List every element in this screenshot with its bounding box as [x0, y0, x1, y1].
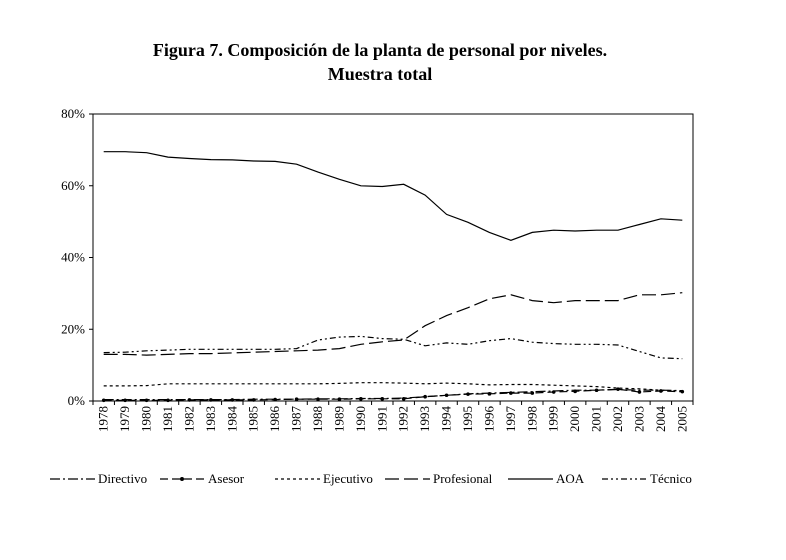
- series-point-asesor: [573, 389, 577, 394]
- series-point-asesor: [551, 390, 556, 394]
- y-tick-label: 0%: [68, 393, 86, 408]
- legend-label-aoa: AOA: [556, 471, 585, 486]
- y-tick-label: 20%: [61, 321, 85, 336]
- legend-label-ejecutivo: Ejecutivo: [323, 471, 373, 486]
- x-tick-label: 2004: [653, 406, 668, 433]
- series-point-asesor: [637, 390, 642, 394]
- series-point-asesor: [423, 394, 427, 399]
- series-point-asesor: [359, 397, 363, 401]
- x-tick-label: 1980: [139, 406, 154, 432]
- series-point-asesor: [466, 392, 470, 396]
- series-point-asesor: [209, 398, 213, 402]
- series-line-asesor: [103, 388, 683, 401]
- x-tick-label: 1997: [503, 406, 518, 433]
- legend: Directivo Asesor Ejecutivo Profesional AOA Té…: [50, 471, 692, 486]
- x-tick-label: 2005: [674, 406, 689, 432]
- series-point-asesor: [487, 392, 492, 396]
- series-point-asesor: [123, 398, 127, 403]
- x-tick-label: 1979: [117, 406, 132, 432]
- series-line-técnico: [103, 335, 683, 360]
- x-tick-label: 1990: [353, 406, 368, 432]
- x-tick-label: 1996: [481, 406, 496, 433]
- x-tick-label: 1993: [417, 406, 432, 432]
- series-point-asesor: [166, 398, 170, 403]
- x-tick-label: 1992: [396, 406, 411, 432]
- x-tick-label: 1989: [331, 406, 346, 432]
- series-point-asesor: [530, 391, 535, 395]
- x-tick-label: 1995: [460, 406, 475, 432]
- x-axis: 1978 1979 1980 1981 1982 1983 1984 1985 1986 1987…: [92, 401, 694, 433]
- x-tick-label: 1986: [267, 406, 282, 433]
- series-point-asesor: [251, 398, 256, 402]
- x-tick-label: 1987: [289, 406, 304, 433]
- legend-label-directivo: Directivo: [98, 471, 147, 486]
- x-tick-label: 1985: [246, 406, 261, 432]
- series-point-asesor: [273, 397, 277, 402]
- x-tick-label: 1981: [160, 406, 175, 432]
- y-tick-label: 60%: [61, 178, 85, 193]
- series-line-profesional: [103, 292, 683, 356]
- x-tick-label: 2002: [610, 406, 625, 432]
- series-lines: [101, 151, 685, 403]
- series-point-asesor: [187, 398, 192, 402]
- series-point-asesor: [230, 398, 235, 402]
- series-point-asesor: [294, 397, 299, 402]
- x-tick-label: 1984: [224, 406, 239, 433]
- series-point-asesor: [316, 397, 320, 402]
- x-tick-label: 1978: [96, 406, 111, 432]
- series-point-asesor: [380, 397, 385, 401]
- x-tick-label: 1988: [310, 406, 325, 432]
- series-point-asesor: [444, 393, 449, 398]
- y-tick-label: 40%: [61, 250, 85, 265]
- x-tick-label: 1999: [546, 406, 561, 432]
- x-tick-label: 2003: [631, 406, 646, 432]
- x-tick-label: 2001: [589, 406, 604, 432]
- chart-title-line2: Muestra total: [327, 64, 433, 84]
- x-tick-label: 1998: [524, 406, 539, 432]
- chart-title-line1: Figura 7. Composición de la planta de pe…: [152, 40, 608, 60]
- x-tick-label: 1982: [181, 406, 196, 432]
- series-point-asesor: [594, 388, 599, 393]
- series-line-aoa: [103, 151, 683, 241]
- series-point-asesor: [101, 398, 106, 403]
- series-point-asesor: [337, 397, 342, 402]
- series-line-ejecutivo: [103, 382, 683, 392]
- legend-label-asesor: Asesor: [208, 471, 245, 486]
- series-point-asesor: [144, 398, 149, 403]
- x-tick-label: 1991: [374, 406, 389, 432]
- x-tick-label: 1983: [203, 406, 218, 432]
- y-tick-label: 80%: [61, 106, 85, 121]
- y-axis: 0% 20% 40% 60% 80%: [61, 106, 93, 408]
- x-tick-label: 1994: [439, 406, 454, 433]
- legend-label-técnico: Técnico: [650, 471, 692, 486]
- plot-frame: [92, 113, 694, 402]
- series-point-asesor: [401, 397, 406, 401]
- legend-marker-asesor: [180, 477, 184, 481]
- series-point-asesor: [616, 387, 620, 391]
- legend-label-profesional: Profesional: [433, 471, 493, 486]
- series-point-asesor: [509, 391, 513, 395]
- x-tick-label: 2000: [567, 406, 582, 432]
